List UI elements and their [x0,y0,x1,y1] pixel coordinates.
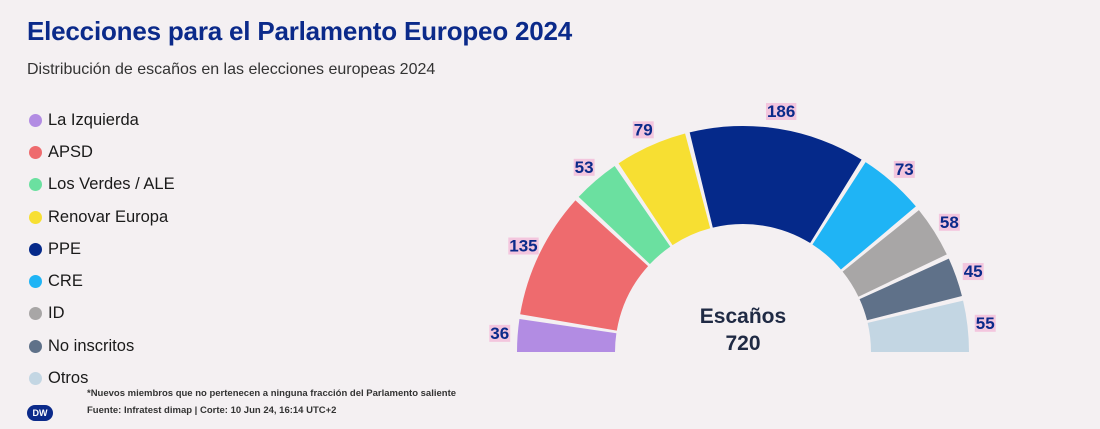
legend-item: La Izquierda [29,104,175,136]
seat-segment [812,162,916,270]
legend-label: ID [48,304,65,323]
seat-segment [859,258,962,321]
seat-segment [578,165,671,265]
chart-subtitle: Distribución de escaños en las eleccione… [27,61,436,78]
legend-label: APSD [48,142,93,161]
legend-label: Renovar Europa [48,207,169,226]
legend-label: CRE [48,272,83,291]
legend-label: Otros [48,369,89,388]
legend-label: La Izquierda [48,110,139,129]
legend-item: Otros [29,362,175,394]
legend-swatch [29,178,42,192]
label-highlight [974,314,996,332]
label-highlight [508,237,539,255]
seat-value-label: 36 [490,324,509,343]
label-highlight [938,213,960,231]
legend-label: Los Verdes / ALE [48,175,175,194]
legend-item: Los Verdes / ALE [29,169,175,201]
legend-swatch [29,275,42,289]
seat-value-label: 186 [767,102,795,121]
center-label: Escaños [700,305,786,328]
seat-value-label: 79 [634,120,653,139]
label-highlight [765,103,797,121]
legend-swatch [29,145,42,159]
seat-value-label: 53 [575,158,594,177]
legend-item: Renovar Europa [29,201,175,233]
seat-value-label: 73 [895,160,914,179]
source-note: Fuente: Infratest dimap | Corte: 10 Jun … [87,405,337,416]
legend-swatch [29,339,42,353]
legend-swatch [29,372,42,386]
legend-item: No inscritos [29,330,175,362]
seat-segment [618,133,711,246]
center-total: 720 [725,332,760,355]
seat-segment [867,300,969,352]
footnote: *Nuevos miembros que no pertenecen a nin… [87,388,457,399]
seat-segment [842,210,947,297]
legend-swatch [29,307,42,321]
legend-item: ID [29,298,175,330]
legend-label: No inscritos [48,336,135,355]
legend-label: PPE [48,239,82,258]
legend-swatch [29,242,42,256]
seat-value-label: 58 [940,213,959,232]
legend-item: CRE [29,265,175,297]
label-highlight [962,263,984,281]
dw-logo: DW [27,405,53,421]
legend-item: PPE [29,233,175,265]
seat-segment [689,125,862,244]
label-highlight [489,324,511,342]
chart-title: Elecciones para el Parlamento Europeo 20… [27,16,573,46]
seat-value-label: 45 [964,262,983,281]
legend-swatch [29,113,42,127]
legend-item: APSD [29,136,175,168]
legend: La Izquierda APSD Los Verdes / ALE Renovar … [29,104,175,395]
seat-segment [520,200,649,331]
legend-swatch [29,210,42,224]
seat-segment [517,318,617,352]
label-highlight [893,160,915,178]
seat-value-label: 135 [509,237,537,256]
label-highlight [632,121,654,139]
seat-value-label: 55 [976,314,995,333]
label-highlight [573,158,595,176]
